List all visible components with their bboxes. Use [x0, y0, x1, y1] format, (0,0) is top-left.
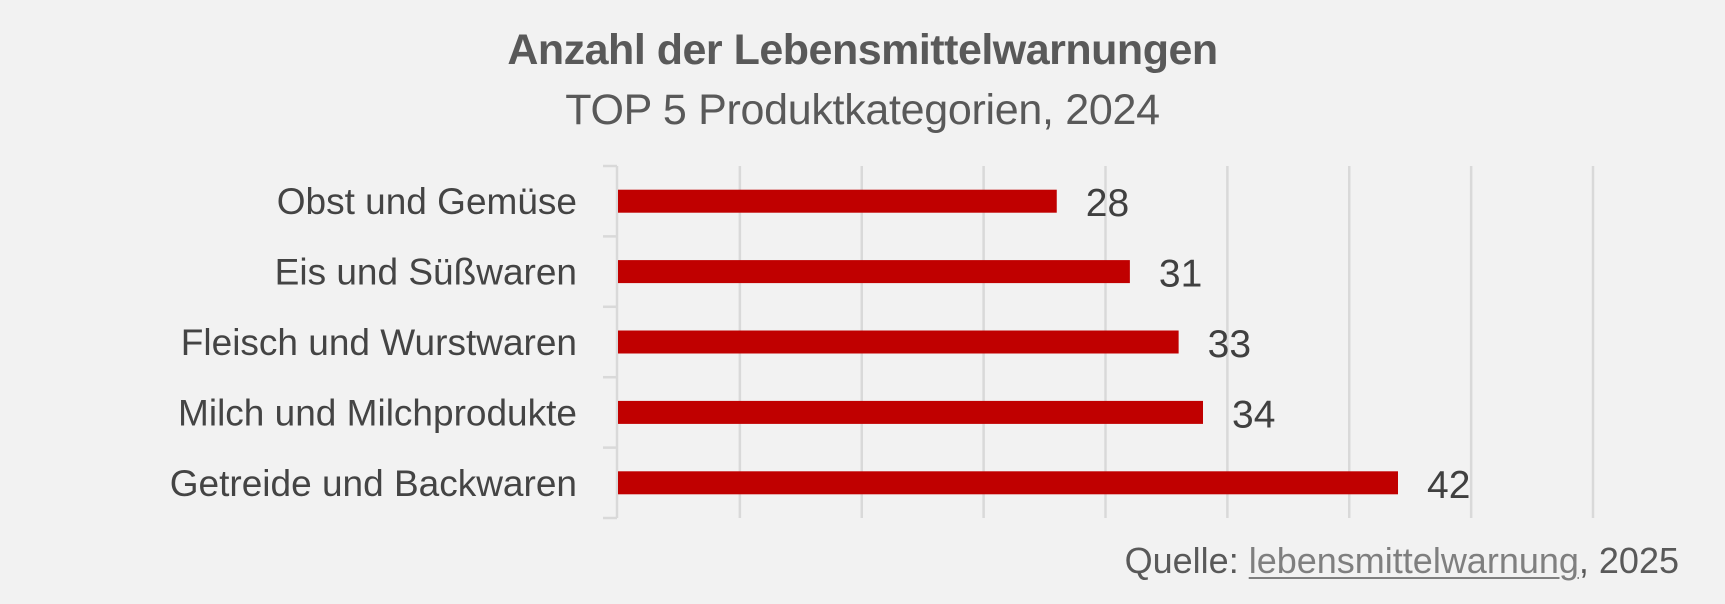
category-label: Obst und Gemüse [277, 181, 577, 222]
value-label: 31 [1159, 253, 1202, 296]
value-label: 28 [1086, 182, 1129, 225]
source-note: Quelle: lebensmittelwarnung, 2025 [1125, 540, 1679, 582]
category-axis [603, 164, 619, 520]
source-link[interactable]: lebensmittelwarnung [1248, 540, 1579, 581]
chart-subtitle: TOP 5 Produktkategorien, 2024 [565, 86, 1160, 134]
bar [618, 400, 1203, 424]
bars [618, 189, 1398, 495]
category-labels: Obst und Gemüse Eis und Süßwaren Fleisch u… [170, 181, 577, 504]
bar [618, 260, 1130, 284]
value-label: 33 [1208, 323, 1251, 366]
value-label: 34 [1232, 393, 1275, 436]
bar [618, 471, 1398, 495]
category-label: Eis und Süßwaren [275, 252, 577, 293]
bar [618, 330, 1179, 354]
category-label: Fleisch und Wurstwaren [181, 322, 577, 363]
source-prefix: Quelle: [1124, 540, 1249, 581]
category-label: Getreide und Backwaren [170, 463, 577, 504]
category-label: Milch und Milchprodukte [178, 392, 577, 433]
bar [618, 189, 1057, 213]
chart-title: Anzahl der Lebensmittelwarnungen [507, 26, 1218, 74]
value-label: 42 [1427, 464, 1470, 507]
source-suffix: , 2025 [1578, 540, 1679, 581]
